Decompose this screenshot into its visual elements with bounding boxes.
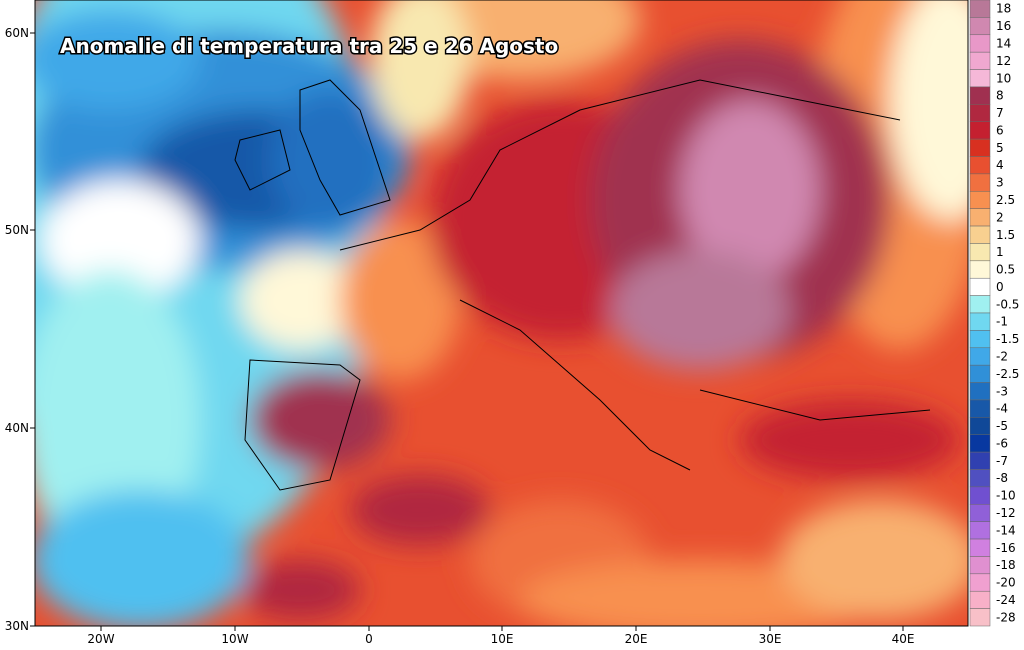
lat-label: 30N bbox=[5, 619, 29, 633]
legend-swatch bbox=[969, 104, 991, 122]
legend-label: -6 bbox=[996, 436, 1008, 450]
legend-swatch bbox=[969, 34, 991, 53]
legend-label: 8 bbox=[996, 89, 1004, 103]
legend-swatch bbox=[969, 521, 991, 540]
legend-swatch bbox=[969, 382, 991, 401]
legend-label: 10 bbox=[996, 71, 1011, 85]
legend-swatch bbox=[969, 156, 991, 175]
anomaly-field bbox=[35, 0, 968, 626]
legend-swatch bbox=[969, 556, 991, 575]
legend-label: -8 bbox=[996, 471, 1008, 485]
legend-label: 12 bbox=[996, 54, 1011, 68]
legend-swatch bbox=[969, 243, 991, 262]
lon-label: 20W bbox=[87, 632, 114, 646]
legend-swatch bbox=[969, 417, 991, 435]
legend-swatch bbox=[969, 51, 991, 70]
legend-label: -28 bbox=[996, 610, 1016, 624]
legend-label: -16 bbox=[996, 541, 1016, 555]
legend-label: 3 bbox=[996, 176, 1004, 190]
legend-swatch bbox=[969, 277, 991, 296]
legend-swatch bbox=[969, 0, 991, 18]
legend-swatch bbox=[969, 451, 991, 470]
legend-label: -14 bbox=[996, 523, 1016, 537]
legend-label: -1.5 bbox=[996, 332, 1019, 346]
legend-label: -3 bbox=[996, 384, 1008, 398]
legend-label: -0.5 bbox=[996, 297, 1019, 311]
axes: 60N 50N 40N 30N 20W 10W 0 10E 20E 30E 40E bbox=[5, 26, 915, 646]
lon-label: 0 bbox=[365, 632, 373, 646]
legend-swatch bbox=[969, 121, 991, 140]
legend-label: -10 bbox=[996, 489, 1016, 503]
lat-label: 40N bbox=[5, 421, 29, 435]
legend-swatch bbox=[969, 608, 991, 627]
legend-label: 2.5 bbox=[996, 193, 1015, 207]
legend-label: -4 bbox=[996, 402, 1008, 416]
legend-swatch bbox=[969, 364, 991, 383]
legend-label: 1 bbox=[996, 245, 1004, 259]
legend-label: -2 bbox=[996, 349, 1008, 363]
legend-swatch bbox=[969, 138, 991, 157]
legend-label: 14 bbox=[996, 36, 1011, 50]
legend-label: -18 bbox=[996, 558, 1016, 572]
legend-label: -1 bbox=[996, 315, 1008, 329]
legend-swatch bbox=[969, 469, 991, 488]
legend-swatch bbox=[969, 295, 991, 314]
legend-swatch bbox=[969, 173, 991, 192]
legend-label: 16 bbox=[996, 19, 1011, 33]
legend-label: 0 bbox=[996, 280, 1004, 294]
lat-label: 50N bbox=[5, 223, 29, 237]
legend-swatch bbox=[969, 434, 991, 453]
legend-swatch bbox=[969, 260, 991, 279]
legend-label: -7 bbox=[996, 454, 1008, 468]
lon-label: 40E bbox=[892, 632, 915, 646]
legend-swatch bbox=[969, 69, 991, 88]
legend-swatch bbox=[969, 486, 991, 505]
legend-label: 1.5 bbox=[996, 228, 1015, 242]
legend-label: 4 bbox=[996, 158, 1004, 172]
legend-label: 7 bbox=[996, 106, 1004, 120]
map-title: Anomalie di temperatura tra 25 e 26 Agos… bbox=[60, 34, 558, 58]
legend-swatch bbox=[969, 590, 991, 609]
legend-swatch bbox=[969, 538, 991, 557]
legend-label: 18 bbox=[996, 2, 1011, 16]
legend-swatch bbox=[969, 573, 991, 592]
legend-label: 6 bbox=[996, 123, 1004, 137]
legend-label: -24 bbox=[996, 593, 1016, 607]
legend-label: 5 bbox=[996, 141, 1004, 155]
legend-swatch bbox=[969, 347, 991, 366]
legend-swatch bbox=[969, 191, 991, 209]
legend-swatch bbox=[969, 17, 991, 36]
legend-label: -20 bbox=[996, 576, 1016, 590]
legend-label: 2 bbox=[996, 210, 1004, 224]
lon-label: 10E bbox=[491, 632, 514, 646]
legend-swatch bbox=[969, 330, 991, 349]
legend-swatch bbox=[969, 399, 991, 418]
legend-label: -2.5 bbox=[996, 367, 1019, 381]
lat-label: 60N bbox=[5, 26, 29, 40]
color-legend: 18 16 14 12 10 8 7 6 5 4 3 2.5 2 1.5 1 0.5 0 -0.5 -1 -1.5 -2… bbox=[969, 0, 1019, 627]
legend-swatch bbox=[969, 504, 991, 522]
legend-swatch bbox=[969, 225, 991, 244]
legend-swatch bbox=[969, 86, 991, 105]
lon-label: 20E bbox=[625, 632, 648, 646]
legend-label: 0.5 bbox=[996, 263, 1015, 277]
legend-label: -12 bbox=[996, 506, 1016, 520]
lon-label: 10W bbox=[221, 632, 248, 646]
legend-swatch bbox=[969, 312, 991, 331]
lon-label: 30E bbox=[759, 632, 782, 646]
legend-swatch bbox=[969, 208, 991, 227]
legend-label: -5 bbox=[996, 419, 1008, 433]
